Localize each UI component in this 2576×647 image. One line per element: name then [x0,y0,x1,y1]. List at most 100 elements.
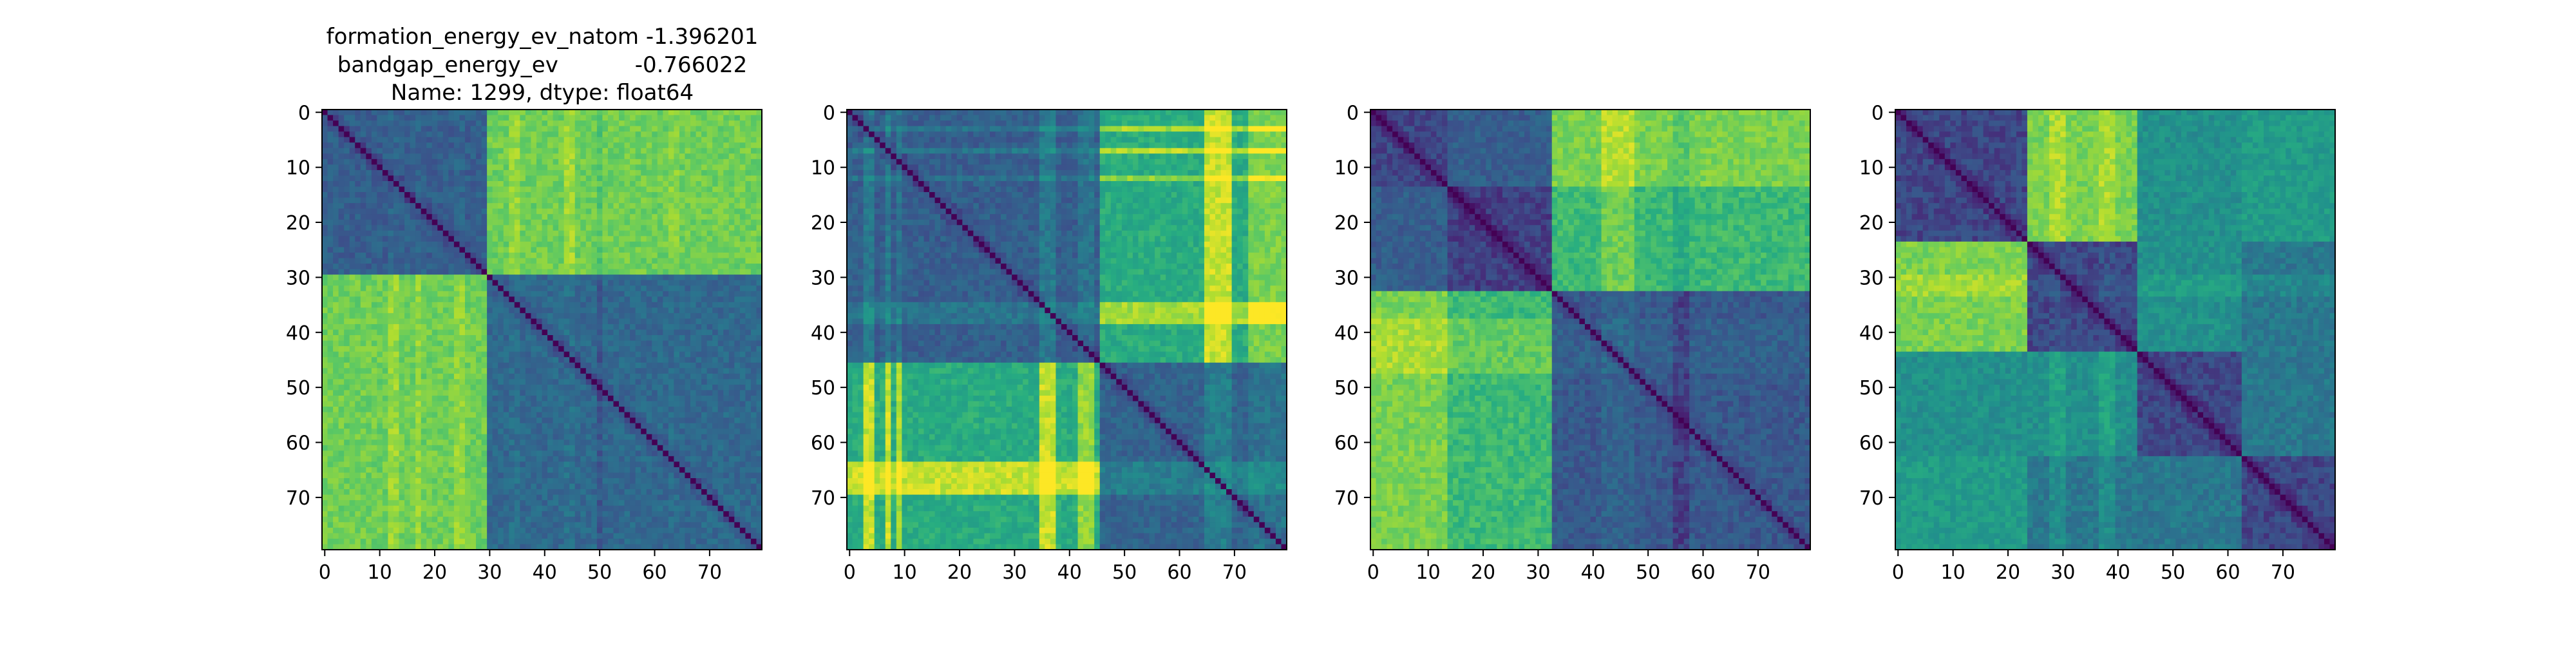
heatmap-cell [602,197,609,204]
heatmap-cell [679,121,686,127]
heatmap-cell [635,296,641,303]
heatmap-cell [580,148,587,154]
heatmap-cell [344,434,350,440]
heatmap-cell [470,197,477,204]
heatmap-cell [717,169,724,177]
heatmap-cell [668,373,674,380]
heatmap-cell [393,186,400,193]
heatmap-cell [470,407,477,413]
heatmap-cell [585,208,592,215]
heatmap-cell [344,324,350,331]
heatmap-cell [388,214,394,220]
heatmap-cell [349,175,355,182]
heatmap-cell [421,296,427,303]
heatmap-cell [487,115,493,121]
heatmap-cell [750,126,757,132]
heatmap-cell [717,340,724,347]
heatmap-cell [453,285,460,292]
heatmap-cell [624,280,630,286]
heatmap-cell [349,450,355,457]
heatmap-cell [520,142,526,149]
heatmap-cell [734,236,741,242]
heatmap-cell [453,412,460,418]
heatmap-cell [739,247,746,253]
heatmap-cell [514,175,520,182]
heatmap-cell [327,395,334,402]
heatmap-cell [619,357,625,363]
heatmap-cell [481,142,488,149]
heatmap-cell [531,197,537,204]
heatmap-cell [514,186,520,193]
heatmap-cell [635,401,641,407]
heatmap-cell [531,225,537,231]
heatmap-cell [437,164,444,171]
heatmap-cell [448,148,455,154]
heatmap-cell [492,302,498,308]
heatmap-cell [464,340,471,347]
heatmap-cell [503,302,509,308]
heatmap-cell [585,131,592,138]
heatmap-cell [668,142,674,149]
heatmap-cell [536,280,543,286]
heatmap-cell [553,302,559,308]
heatmap-cell [464,412,471,418]
heatmap-cell [734,351,741,358]
heatmap-cell [476,153,482,160]
heatmap-cell [355,153,361,160]
heatmap-cell [514,357,520,363]
heatmap-cell [564,429,570,435]
heatmap-cell [674,131,680,138]
heatmap-cell [663,340,669,347]
title-line: formation_energy_ev_natom -1.396201 [327,24,759,50]
heatmap-cell [492,241,498,248]
heatmap-cell [393,340,400,347]
heatmap-cell [717,110,724,116]
heatmap-cell [426,164,433,171]
heatmap-cell [333,373,339,380]
heatmap-cell [585,219,592,226]
heatmap-cell [448,302,455,308]
heatmap-cell [745,307,752,314]
heatmap-cell [712,115,719,121]
heatmap-cell [520,236,526,242]
heatmap-cell [525,258,532,264]
heatmap-cell [464,285,471,292]
heatmap-cell [607,230,614,237]
heatmap-cell [536,164,543,171]
heatmap-cell [591,214,598,220]
heatmap-cell [355,351,361,358]
heatmap-cell [685,247,691,253]
heatmap-cell [624,351,630,358]
heatmap-cell [476,291,482,297]
heatmap-cell [404,291,411,297]
heatmap-cell [487,258,493,264]
heatmap-cell [514,115,520,121]
heatmap-cell [646,390,652,396]
heatmap-cell [431,373,438,380]
heatmap-cell [382,269,389,275]
heatmap-cell [470,346,477,352]
heatmap-cell [498,214,504,220]
heatmap-cell [360,180,366,188]
heatmap-cell [685,318,691,325]
heatmap-cell [630,412,636,418]
heatmap-cell [734,115,741,121]
heatmap-cell [431,252,438,259]
heatmap-cell [509,445,515,451]
heatmap-cell [580,395,587,402]
heatmap-cell [536,137,543,143]
heatmap-cell [602,142,609,149]
heatmap-cell [503,142,509,149]
heatmap-cell [487,302,493,308]
heatmap-cell [674,264,680,270]
heatmap-cell [553,148,559,154]
heatmap-cell [338,186,345,193]
heatmap-cell [547,313,554,320]
heatmap-cell [547,280,554,286]
heatmap-cell [349,384,355,391]
heatmap-cell [619,285,625,292]
heatmap-cell [448,230,455,237]
heatmap-cell [322,285,328,292]
heatmap-cell [613,379,620,385]
heatmap-cell [459,153,466,160]
